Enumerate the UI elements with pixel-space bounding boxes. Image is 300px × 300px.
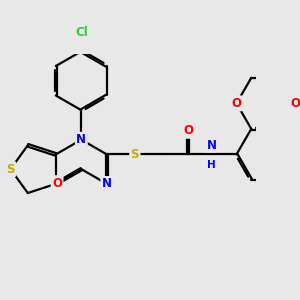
Text: S: S (6, 163, 15, 176)
Text: H: H (207, 160, 216, 170)
Text: N: N (206, 139, 217, 152)
Text: O: O (232, 97, 242, 110)
Text: O: O (290, 97, 300, 110)
Text: N: N (76, 133, 86, 146)
Text: O: O (183, 124, 193, 137)
Text: S: S (130, 148, 139, 161)
Text: N: N (102, 177, 112, 190)
Text: O: O (52, 177, 62, 190)
Text: Cl: Cl (75, 26, 88, 39)
